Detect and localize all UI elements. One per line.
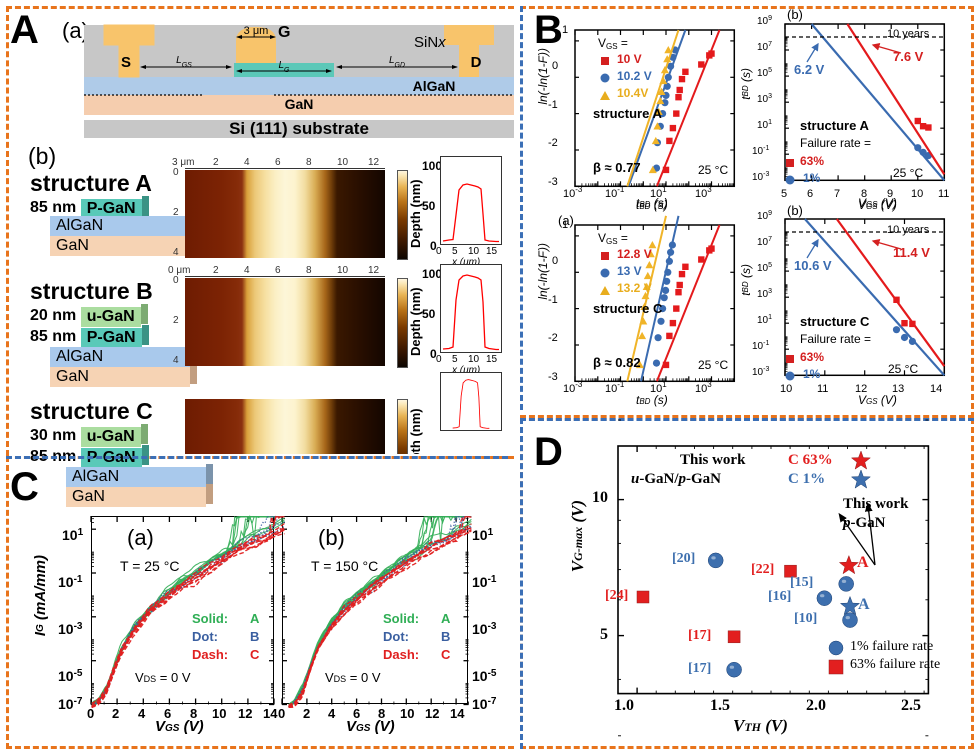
svg-text:AlGaN: AlGaN [413, 78, 456, 94]
svg-text:SiNx: SiNx [414, 34, 446, 51]
svg-text:G: G [278, 24, 290, 41]
svg-text:S: S [121, 54, 131, 71]
svg-text:GaN: GaN [285, 96, 314, 112]
svg-text:D: D [471, 54, 482, 71]
svg-text:3 μm: 3 μm [244, 25, 269, 37]
